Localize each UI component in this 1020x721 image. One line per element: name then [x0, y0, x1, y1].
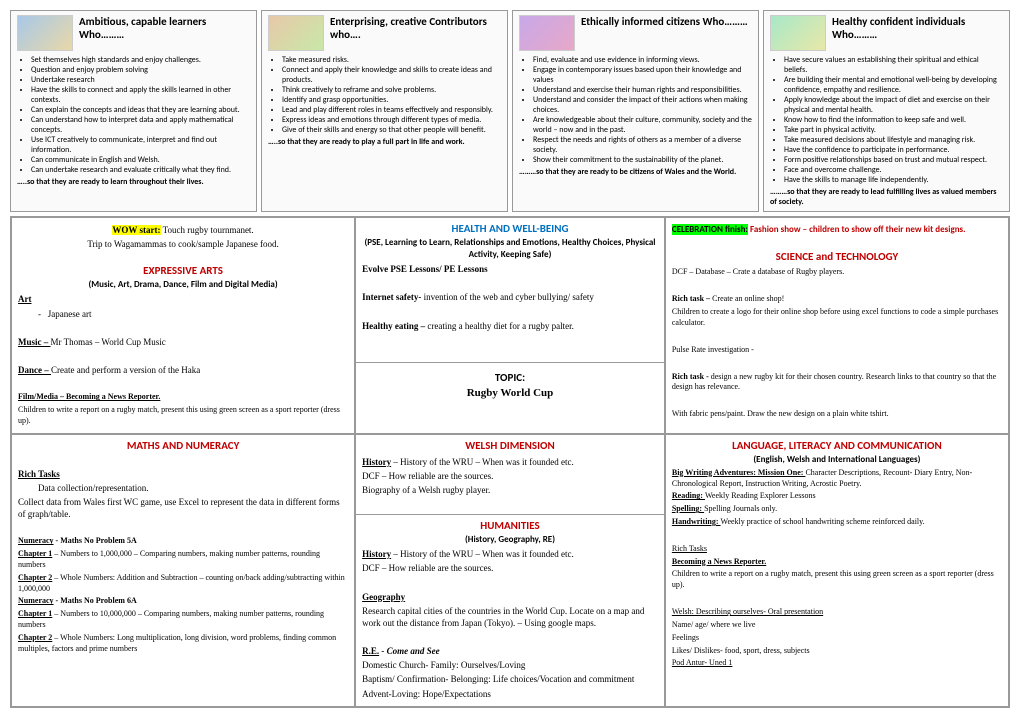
- thumb-icon: [519, 15, 575, 51]
- topic-box: TOPIC: Rugby World Cup: [356, 363, 664, 421]
- learner-profiles: Ambitious, capable learners Who……… Set t…: [10, 10, 1010, 212]
- thumb-icon: [770, 15, 826, 51]
- health-heading: HEALTH AND WELL-BEING: [362, 222, 658, 237]
- expressive-heading: EXPRESSIVE ARTS: [18, 264, 348, 279]
- cell-wow-expressive: WOW start: Touch rugby tournmanet. Trip …: [11, 217, 355, 434]
- welsh-heading: WELSH DIMENSION: [362, 439, 658, 454]
- cell-health-topic: HEALTH AND WELL-BEING (PSE, Learning to …: [355, 217, 665, 434]
- cell-maths: MATHS AND NUMERACY Rich Tasks Data colle…: [11, 434, 355, 707]
- learner-box-2: Enterprising, creative Contributors who……: [261, 10, 508, 212]
- learner-title: Ambitious, capable learners Who………: [79, 15, 250, 41]
- learner-box-1: Ambitious, capable learners Who……… Set t…: [10, 10, 257, 212]
- learner-list-1: Set themselves high standards and enjoy …: [17, 55, 250, 175]
- celebration-label: CELEBRATION finish:: [672, 224, 748, 235]
- maths-heading: MATHS AND NUMERACY: [18, 439, 348, 454]
- humanities-heading: HUMANITIES: [362, 519, 658, 534]
- cell-language: LANGUAGE, LITERACY AND COMMUNICATION (En…: [665, 434, 1009, 707]
- wow-label: WOW start:: [112, 225, 160, 235]
- cell-celebration-science: CELEBRATION finish: Fashion show – child…: [665, 217, 1009, 434]
- cell-welsh-humanities: WELSH DIMENSION History – History of the…: [355, 434, 665, 707]
- learner-box-4: Healthy confident individuals Who……… Hav…: [763, 10, 1010, 212]
- learner-list-3: Find, evaluate and use evidence in infor…: [519, 55, 752, 165]
- language-heading: LANGUAGE, LITERACY AND COMMUNICATION: [672, 439, 1002, 454]
- learner-list-4: Have secure values an establishing their…: [770, 55, 1003, 185]
- curriculum-grid: WOW start: Touch rugby tournmanet. Trip …: [10, 216, 1010, 708]
- learner-box-3: Ethically informed citizens Who……… Find,…: [512, 10, 759, 212]
- science-heading: SCIENCE and TECHNOLOGY: [672, 250, 1002, 265]
- learner-list-2: Take measured risks. Connect and apply t…: [268, 55, 501, 135]
- thumb-icon: [268, 15, 324, 51]
- thumb-icon: [17, 15, 73, 51]
